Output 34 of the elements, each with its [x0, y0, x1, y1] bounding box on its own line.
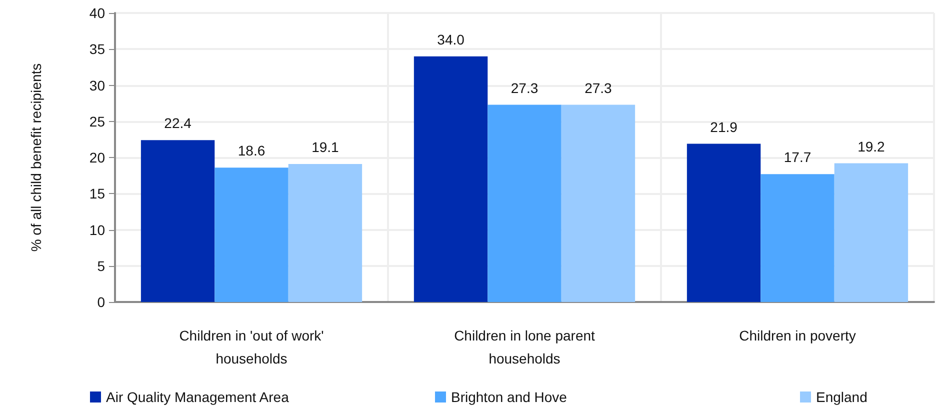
y-tick-label: 35 — [89, 41, 106, 58]
y-tick-label: 20 — [89, 150, 106, 166]
y-tick-label: 15 — [89, 186, 106, 202]
bar — [414, 56, 488, 302]
y-axis-title: % of all child benefit recipients — [28, 63, 44, 252]
data-label: 34.0 — [437, 31, 465, 48]
bar — [760, 174, 834, 302]
y-tick-label: 5 — [97, 258, 106, 274]
x-tick-label: Children in poverty — [739, 328, 856, 344]
x-tick-label: Children in 'out of work' households — [179, 328, 324, 366]
bar — [488, 104, 562, 302]
bar — [834, 163, 908, 302]
y-tick-label: 25 — [89, 113, 106, 130]
y-tick-label: 10 — [89, 222, 106, 238]
bar — [288, 164, 362, 302]
bar — [214, 168, 288, 302]
y-tick-label: 30 — [89, 77, 106, 94]
data-label: 19.2 — [858, 138, 886, 154]
bar — [561, 104, 636, 302]
data-label: 27.3 — [584, 80, 612, 96]
legend-label: England — [816, 389, 868, 405]
legend-label: Air Quality Management Area — [106, 389, 290, 405]
x-tick-label: Children in lone parent households — [454, 328, 596, 366]
bar — [686, 144, 761, 302]
data-label: 21.9 — [710, 118, 738, 135]
data-label: 19.1 — [312, 139, 340, 156]
legend-label: Brighton and Hove — [451, 389, 568, 405]
bar — [140, 140, 215, 302]
y-tick-label: 40 — [89, 5, 106, 21]
data-label: 22.4 — [164, 115, 192, 132]
data-label: 27.3 — [510, 80, 538, 96]
data-label: 18.6 — [238, 142, 266, 159]
y-tick-label: 0 — [97, 294, 106, 310]
data-label: 17.7 — [784, 149, 812, 166]
